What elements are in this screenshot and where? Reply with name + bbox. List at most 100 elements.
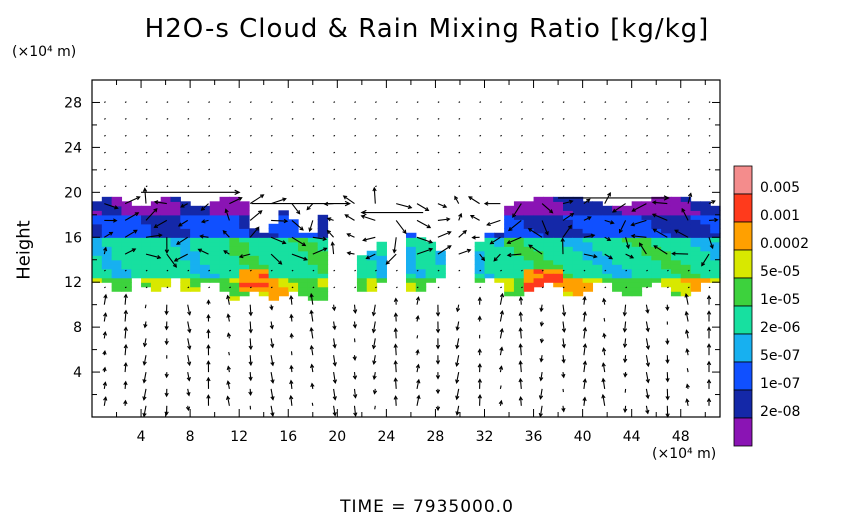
- field-cell: [229, 291, 240, 297]
- wind-vector: [143, 338, 147, 347]
- wind-vector: [124, 381, 127, 389]
- field-cell: [141, 228, 152, 234]
- field-cell: [268, 282, 280, 288]
- field-cell: [219, 196, 230, 202]
- field-cell: [249, 264, 260, 270]
- field-cell: [592, 250, 603, 256]
- wind-vector: [333, 151, 336, 154]
- wind-vector-head: [527, 228, 533, 232]
- field-cell: [268, 259, 280, 265]
- wind-vector: [375, 286, 377, 289]
- field-cell: [621, 246, 633, 252]
- field-cell: [92, 250, 103, 256]
- field-cell: [239, 246, 250, 252]
- wind-vector: [437, 269, 440, 272]
- wind-vector-head: [199, 234, 204, 239]
- wind-vector-head: [186, 361, 192, 367]
- field-cell: [209, 255, 221, 261]
- wind-vector: [583, 101, 586, 103]
- field-cell: [298, 291, 309, 297]
- field-cell: [690, 255, 701, 261]
- field-cell: [170, 219, 181, 225]
- field-cell: [553, 250, 564, 256]
- field-cell: [690, 228, 701, 234]
- wind-vector: [124, 248, 136, 255]
- wind-vector: [562, 304, 565, 316]
- field-cell: [504, 264, 515, 270]
- wind-vector: [187, 269, 190, 272]
- field-cell: [219, 282, 230, 288]
- field-cell: [298, 277, 309, 283]
- wind-vector: [386, 253, 397, 265]
- field-cell: [680, 196, 692, 202]
- wind-vector: [291, 286, 294, 289]
- field-cell: [121, 264, 132, 270]
- field-cell: [533, 219, 544, 225]
- wind-vector-head: [142, 396, 147, 401]
- field-cell: [680, 232, 692, 238]
- field-cell: [543, 273, 554, 279]
- field-cell: [494, 241, 505, 247]
- field-cell: [592, 210, 603, 216]
- wind-vector: [500, 185, 502, 188]
- wind-vector: [500, 269, 502, 272]
- wind-vector-head: [569, 212, 575, 217]
- wind-vector: [222, 230, 230, 238]
- field-cell: [602, 228, 613, 234]
- field-cell: [484, 232, 495, 238]
- wind-vector-head: [671, 251, 676, 256]
- wind-vector: [124, 310, 127, 322]
- field-cell: [651, 205, 662, 211]
- wind-vector: [701, 253, 710, 266]
- wind-vector: [372, 304, 376, 316]
- field-cell: [190, 282, 201, 288]
- wind-vector: [437, 168, 440, 171]
- wind-vector: [103, 294, 107, 305]
- field-cell: [543, 264, 554, 270]
- wind-vector: [124, 134, 127, 137]
- wind-vector: [375, 168, 377, 171]
- field-cell: [621, 210, 633, 216]
- wind-vector: [227, 396, 230, 406]
- wind-vector-head: [528, 244, 533, 249]
- field-cell: [131, 205, 142, 211]
- field-cell: [170, 228, 181, 234]
- field-cell: [504, 282, 515, 288]
- wind-vector-head: [493, 257, 498, 262]
- field-cell: [209, 228, 221, 234]
- field-cell: [366, 268, 378, 274]
- field-cell: [239, 219, 250, 225]
- wind-vector-head: [685, 383, 690, 389]
- field-cell: [592, 237, 603, 243]
- field-cell: [700, 273, 711, 279]
- field-cell: [317, 250, 329, 256]
- field-cell: [298, 273, 309, 279]
- wind-vector: [291, 168, 294, 171]
- wind-vector-head: [601, 347, 607, 352]
- wind-vector-head: [706, 294, 712, 300]
- wind-vector: [528, 228, 543, 238]
- field-cell: [563, 286, 574, 292]
- field-cell: [141, 273, 152, 279]
- field-cell: [543, 201, 554, 207]
- field-cell: [239, 286, 250, 292]
- wind-vector: [310, 327, 314, 339]
- field-cell: [612, 246, 623, 252]
- field-cell: [101, 250, 113, 256]
- wind-vector: [583, 269, 586, 272]
- field-cell: [543, 196, 554, 202]
- field-cell: [690, 205, 701, 211]
- field-cell: [209, 223, 221, 229]
- field-cell: [582, 210, 594, 216]
- wind-vector: [198, 248, 209, 255]
- field-cell: [661, 205, 672, 211]
- wind-vector: [229, 134, 231, 137]
- field-cell: [121, 201, 132, 207]
- field-cell: [131, 268, 142, 274]
- field-cell: [700, 268, 711, 274]
- field-cell: [533, 250, 544, 256]
- wind-vector: [479, 253, 485, 261]
- wind-vector-head: [289, 332, 294, 338]
- field-cell: [249, 228, 260, 234]
- field-cell: [690, 201, 701, 207]
